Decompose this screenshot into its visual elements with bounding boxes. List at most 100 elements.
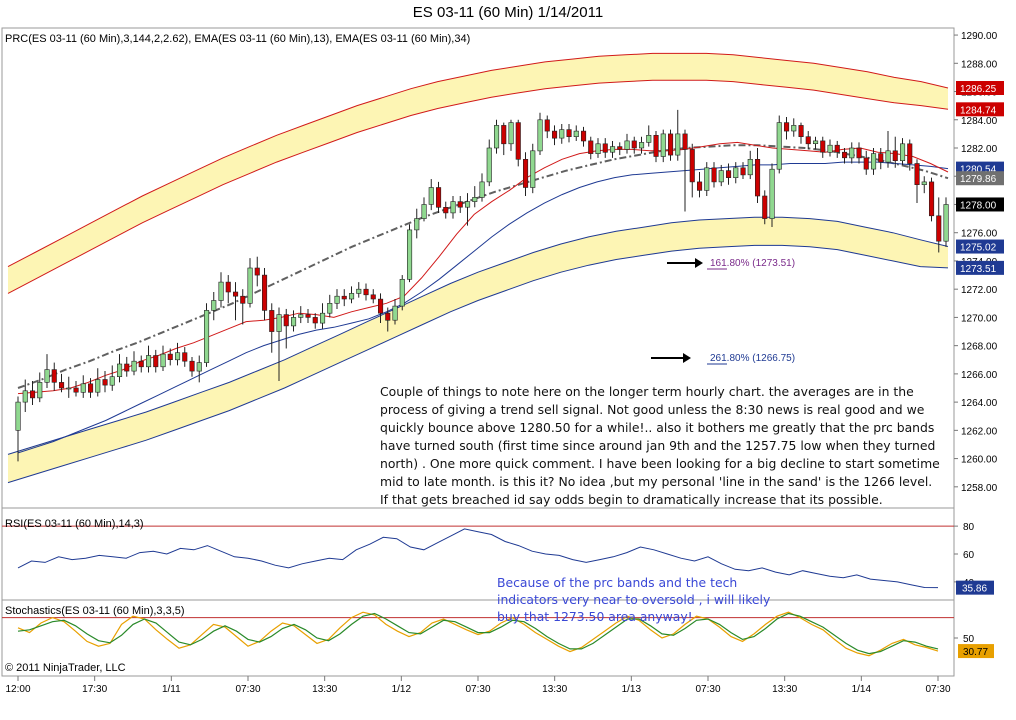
rsi-indicator: 80604035.86 bbox=[2, 522, 994, 595]
candle-body bbox=[138, 360, 144, 368]
candle-body bbox=[233, 291, 239, 297]
candle bbox=[747, 150, 753, 180]
candle bbox=[443, 201, 449, 219]
candle-body bbox=[566, 129, 572, 138]
rsi-value-label: 35.86 bbox=[962, 584, 987, 595]
candle-body bbox=[812, 140, 819, 144]
candle bbox=[233, 282, 239, 321]
candle-body bbox=[167, 353, 173, 361]
candle-body bbox=[348, 293, 355, 300]
candle-body bbox=[754, 159, 761, 197]
candle bbox=[573, 125, 579, 141]
candle-body bbox=[15, 401, 21, 431]
candle bbox=[798, 122, 804, 144]
candle bbox=[675, 109, 681, 161]
candle bbox=[892, 136, 898, 168]
rsi-panel-frame bbox=[1, 507, 955, 601]
rsi-value-box bbox=[956, 580, 994, 595]
candle bbox=[131, 351, 137, 376]
candle-body bbox=[689, 149, 695, 183]
candle-body bbox=[624, 140, 630, 150]
candle bbox=[791, 118, 797, 137]
candle-body bbox=[189, 360, 195, 372]
rsi-tick-label: 80 bbox=[963, 522, 975, 533]
candle bbox=[428, 179, 434, 211]
candle-body bbox=[914, 163, 920, 186]
candle bbox=[348, 286, 355, 304]
candle bbox=[327, 294, 333, 318]
candle bbox=[704, 162, 710, 196]
candle bbox=[515, 119, 521, 167]
candle-body bbox=[377, 298, 384, 314]
candle-body bbox=[820, 140, 826, 153]
candle-body bbox=[769, 168, 775, 219]
candle bbox=[29, 380, 36, 405]
candle-body bbox=[530, 150, 536, 188]
candle bbox=[218, 272, 224, 308]
candle-body bbox=[146, 355, 152, 368]
candle bbox=[631, 136, 637, 154]
rsi-tick-label: 60 bbox=[963, 550, 975, 561]
candle-body bbox=[725, 170, 732, 179]
candle-body bbox=[501, 125, 507, 145]
stoch-tick-label: 50 bbox=[963, 634, 975, 645]
price-tick-label: 1262.00 bbox=[961, 426, 998, 437]
upper-band-inner-line bbox=[7, 79, 949, 294]
lower-band-fill bbox=[8, 217, 948, 483]
candle bbox=[211, 292, 217, 321]
candle-body bbox=[261, 274, 268, 311]
candle-body bbox=[131, 360, 137, 372]
stoch-value-label: 30.77 bbox=[963, 647, 988, 658]
candle bbox=[414, 208, 420, 239]
candle bbox=[385, 307, 391, 332]
time-tick-label: 1/11 bbox=[162, 684, 181, 695]
candle bbox=[479, 173, 485, 202]
candle-body bbox=[711, 167, 717, 183]
candle bbox=[80, 375, 86, 398]
candle bbox=[370, 289, 376, 304]
candle-body bbox=[559, 129, 565, 139]
candle-body bbox=[827, 144, 833, 153]
candle bbox=[907, 139, 913, 171]
candle-body bbox=[51, 369, 57, 383]
price-tick-label: 1266.00 bbox=[961, 370, 998, 381]
candle-body bbox=[117, 363, 123, 377]
candle bbox=[646, 125, 652, 147]
candle bbox=[356, 282, 362, 298]
value-label-text: 1279.86 bbox=[960, 174, 997, 185]
candle-body bbox=[88, 383, 94, 393]
candle-body bbox=[406, 229, 413, 280]
candle bbox=[399, 275, 405, 311]
candle-body bbox=[762, 195, 768, 219]
candle-body bbox=[196, 362, 202, 372]
candle-body bbox=[80, 383, 86, 393]
candle-body bbox=[37, 382, 43, 399]
time-tick-label: 12:00 bbox=[5, 684, 30, 695]
candle-body bbox=[646, 135, 652, 143]
candle-body bbox=[124, 363, 130, 372]
candle bbox=[435, 181, 442, 213]
candle bbox=[740, 162, 746, 180]
candle-body bbox=[631, 140, 637, 149]
candle bbox=[856, 142, 862, 164]
candle-body bbox=[464, 201, 471, 208]
candle bbox=[689, 143, 695, 198]
candle bbox=[254, 256, 260, 287]
stoch-k-line bbox=[17, 611, 939, 657]
candle bbox=[943, 197, 949, 247]
candle bbox=[544, 115, 550, 139]
candle-body bbox=[805, 136, 811, 145]
prc-bands bbox=[7, 52, 949, 484]
candlesticks bbox=[15, 109, 949, 462]
price-tick-label: 1258.00 bbox=[961, 483, 998, 494]
candle bbox=[66, 376, 72, 398]
time-tick-label: 07:30 bbox=[695, 684, 720, 695]
candle bbox=[124, 356, 130, 377]
candle-body bbox=[363, 288, 369, 296]
stoch-d-line bbox=[17, 612, 939, 655]
candle-body bbox=[102, 379, 108, 386]
candle-body bbox=[247, 267, 253, 304]
candle bbox=[537, 112, 543, 156]
